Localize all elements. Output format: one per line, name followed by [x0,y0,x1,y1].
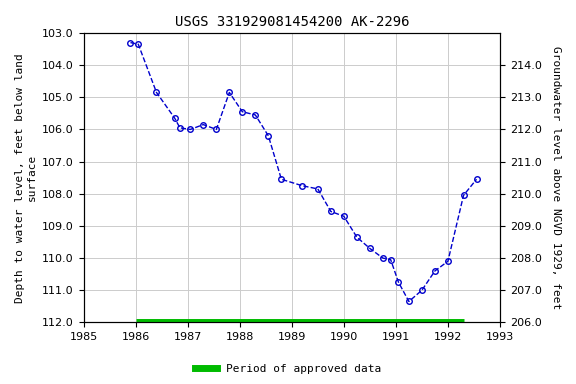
Legend: Period of approved data: Period of approved data [191,359,385,379]
Y-axis label: Groundwater level above NGVD 1929, feet: Groundwater level above NGVD 1929, feet [551,46,561,309]
Title: USGS 331929081454200 AK-2296: USGS 331929081454200 AK-2296 [175,15,409,29]
Y-axis label: Depth to water level, feet below land
surface: Depth to water level, feet below land su… [15,53,37,303]
